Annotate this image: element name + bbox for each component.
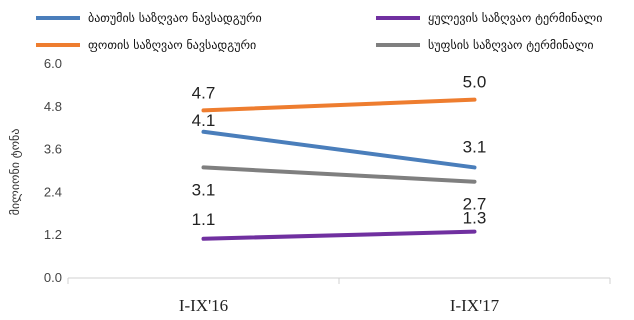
y-tick-label: 0.0 <box>44 270 62 285</box>
data-label: 1.3 <box>463 209 487 228</box>
legend-label-batumi: ბათუმის საზღვაო ნავსადგური <box>88 11 262 25</box>
data-label: 4.7 <box>192 83 216 102</box>
y-tick-label: 4.8 <box>44 99 62 114</box>
x-tick-label: I-IX'17 <box>450 296 500 315</box>
data-label: 5.0 <box>463 73 487 92</box>
y-axis-label: მილიონი ტონა <box>8 129 22 216</box>
data-label: 3.1 <box>192 180 216 199</box>
series-line-0 <box>201 129 477 170</box>
axes: 0.0 1.2 2.4 3.6 4.8 6.0 I-IX'16 I-IX'17 <box>44 56 611 315</box>
y-tick-label: 1.2 <box>44 227 62 242</box>
series-line-2 <box>201 229 477 241</box>
data-label: 3.1 <box>463 137 487 156</box>
data-label: 2.7 <box>463 195 487 214</box>
legend: ბათუმის საზღვაო ნავსადგური ფოთის საზღვაო… <box>36 11 602 52</box>
data-label: 1.1 <box>192 210 216 229</box>
data-label: 4.1 <box>192 111 216 130</box>
plot-area: 4.1 3.1 4.7 5.0 1.1 1.3 3.1 2.7 <box>192 73 487 241</box>
series-line-3 <box>201 165 477 184</box>
legend-label-poti: ფოთის საზღვაო ნავსადგური <box>88 38 256 52</box>
x-tick-label: I-IX'16 <box>179 296 228 315</box>
legend-label-kulevi: ყულევის საზღვაო ტერმინალი <box>428 11 602 25</box>
y-tick-label: 6.0 <box>44 56 62 71</box>
series-line-1 <box>201 97 477 113</box>
y-tick-label: 2.4 <box>44 184 62 199</box>
y-tick-label: 3.6 <box>44 142 62 157</box>
legend-label-supsa: სუფსის საზღვაო ტერმინალი <box>428 38 594 52</box>
